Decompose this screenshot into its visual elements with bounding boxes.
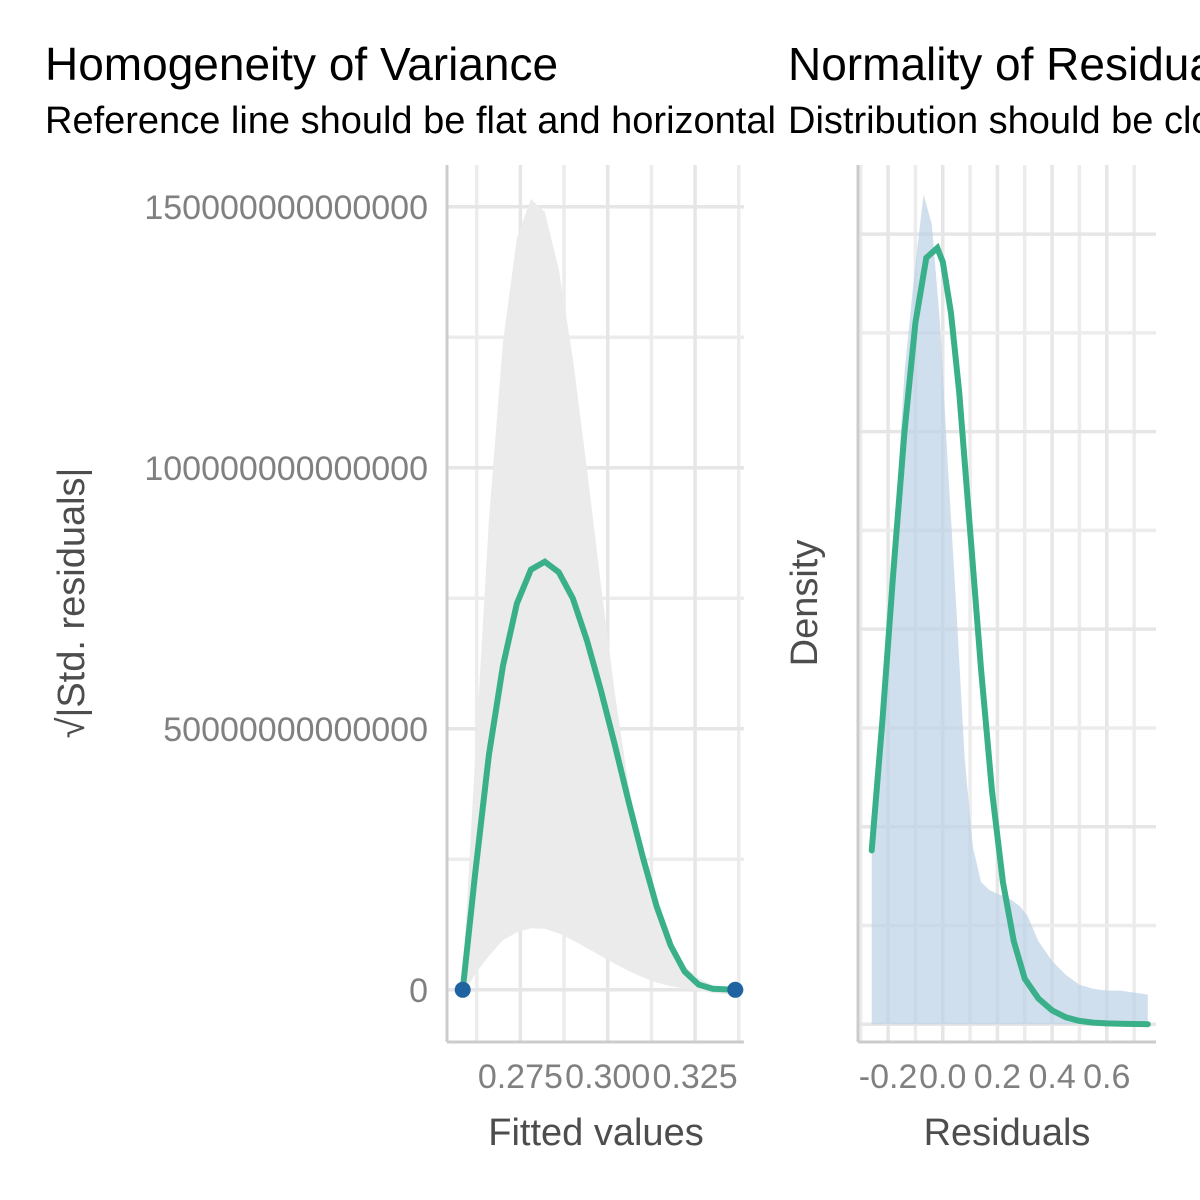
residual-density-area (871, 194, 1148, 1025)
panel2-x-axis-title: Residuals (924, 1112, 1091, 1154)
normality-panel: Normality of Residuals Distribution shou… (784, 38, 1200, 1154)
data-point (454, 981, 471, 998)
normal-curve (868, 242, 1151, 1028)
panel1-x-axis-title: Fitted values (488, 1112, 703, 1154)
x-tick-label: 0.325 (653, 1058, 738, 1096)
x-tick-label: 0.275 (478, 1058, 563, 1096)
smooth-line (459, 558, 739, 993)
y-tick-label: 0 (409, 972, 428, 1010)
x-tick-label: 0.0 (919, 1058, 966, 1096)
y-tick-label: 150000000000000 (144, 189, 428, 227)
panel1-y-axis-title: √|Std. residuals| (51, 468, 93, 739)
confidence-band (462, 198, 736, 995)
data-point (727, 981, 744, 998)
x-tick-label: -0.2 (859, 1058, 918, 1096)
panel2-y-axis-title: Density (784, 540, 826, 667)
panel1-subtitle: Reference line should be flat and horizo… (45, 100, 776, 142)
x-tick-label: 0.6 (1083, 1058, 1130, 1096)
y-tick-label: 50000000000000 (163, 711, 428, 749)
panel2-x-tick-labels: -0.2 0.0 0.2 0.4 0.6 (859, 1058, 1131, 1096)
x-tick-label: 0.4 (1028, 1058, 1075, 1096)
panel1-y-tick-labels: 0 50000000000000 100000000000000 1500000000… (144, 189, 428, 1010)
y-tick-label: 100000000000000 (144, 450, 428, 488)
panel1-x-tick-labels: 0.275 0.300 0.325 (478, 1058, 738, 1096)
panel1-title: Homogeneity of Variance (45, 38, 558, 90)
homogeneity-panel: Homogeneity of Variance Reference line s… (45, 38, 776, 1154)
x-tick-label: 0.2 (974, 1058, 1021, 1096)
x-tick-label: 0.300 (565, 1058, 650, 1096)
panel2-subtitle: Distribution should be close to the norm… (788, 100, 1200, 142)
points-group (454, 981, 744, 998)
panel2-title: Normality of Residuals (788, 38, 1200, 90)
